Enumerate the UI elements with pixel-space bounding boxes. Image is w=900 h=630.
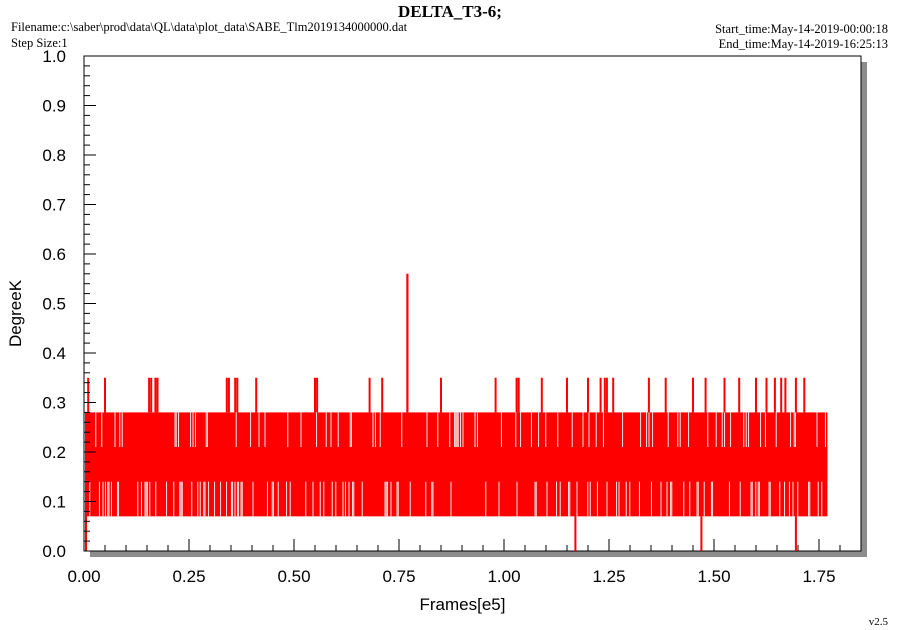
version-label: v2.5 — [868, 616, 888, 628]
x-axis: 0.00 0.25 0.50 0.75 1.00 1.25 1.50 1.75 — [67, 539, 841, 586]
start-time-label: Start_time:May-14-2019-00:00:18 — [715, 22, 888, 36]
y-tick-label: 0.9 — [42, 97, 66, 116]
y-tick-label: 0.4 — [42, 344, 66, 363]
x-tick-label: 1.75 — [802, 567, 835, 586]
y-axis-label: DegreeK — [6, 279, 25, 347]
y-tick-label: 0.5 — [42, 295, 66, 314]
x-tick-label: 1.50 — [697, 567, 730, 586]
x-tick-label: 0.50 — [277, 567, 310, 586]
end-time-label: End_time:May-14-2019-16:25:13 — [718, 37, 888, 51]
step-size-label: Step Size:1 — [11, 36, 68, 50]
y-tick-label: 0.3 — [42, 394, 66, 413]
y-tick-label: 0.2 — [42, 443, 66, 462]
y-tick-label: 0.8 — [42, 146, 66, 165]
y-axis: 0.0 0.1 0.2 0.3 0.4 0.5 0.6 0.7 0.8 0.9 1.0 — [42, 47, 96, 561]
y-tick-label: 0.7 — [42, 196, 66, 215]
y-tick-label: 0.1 — [42, 493, 66, 512]
y-tick-label: 0.6 — [42, 245, 66, 264]
x-axis-label: Frames[e5] — [420, 595, 506, 614]
y-tick-label: 0.0 — [42, 542, 66, 561]
x-tick-label: 1.00 — [487, 567, 520, 586]
series-group — [84, 273, 828, 551]
series-noise — [84, 412, 826, 517]
x-tick-label: 1.25 — [592, 567, 625, 586]
x-tick-label: 0.00 — [67, 567, 100, 586]
series-core-band — [85, 447, 828, 482]
x-tick-label: 0.25 — [172, 567, 205, 586]
filename-label: Filename:c:\saber\prod\data\QL\data\plot… — [11, 20, 408, 34]
chart-title: DELTA_T3-6; — [398, 2, 502, 21]
x-tick-label: 0.75 — [382, 567, 415, 586]
y-tick-label: 1.0 — [42, 47, 66, 66]
